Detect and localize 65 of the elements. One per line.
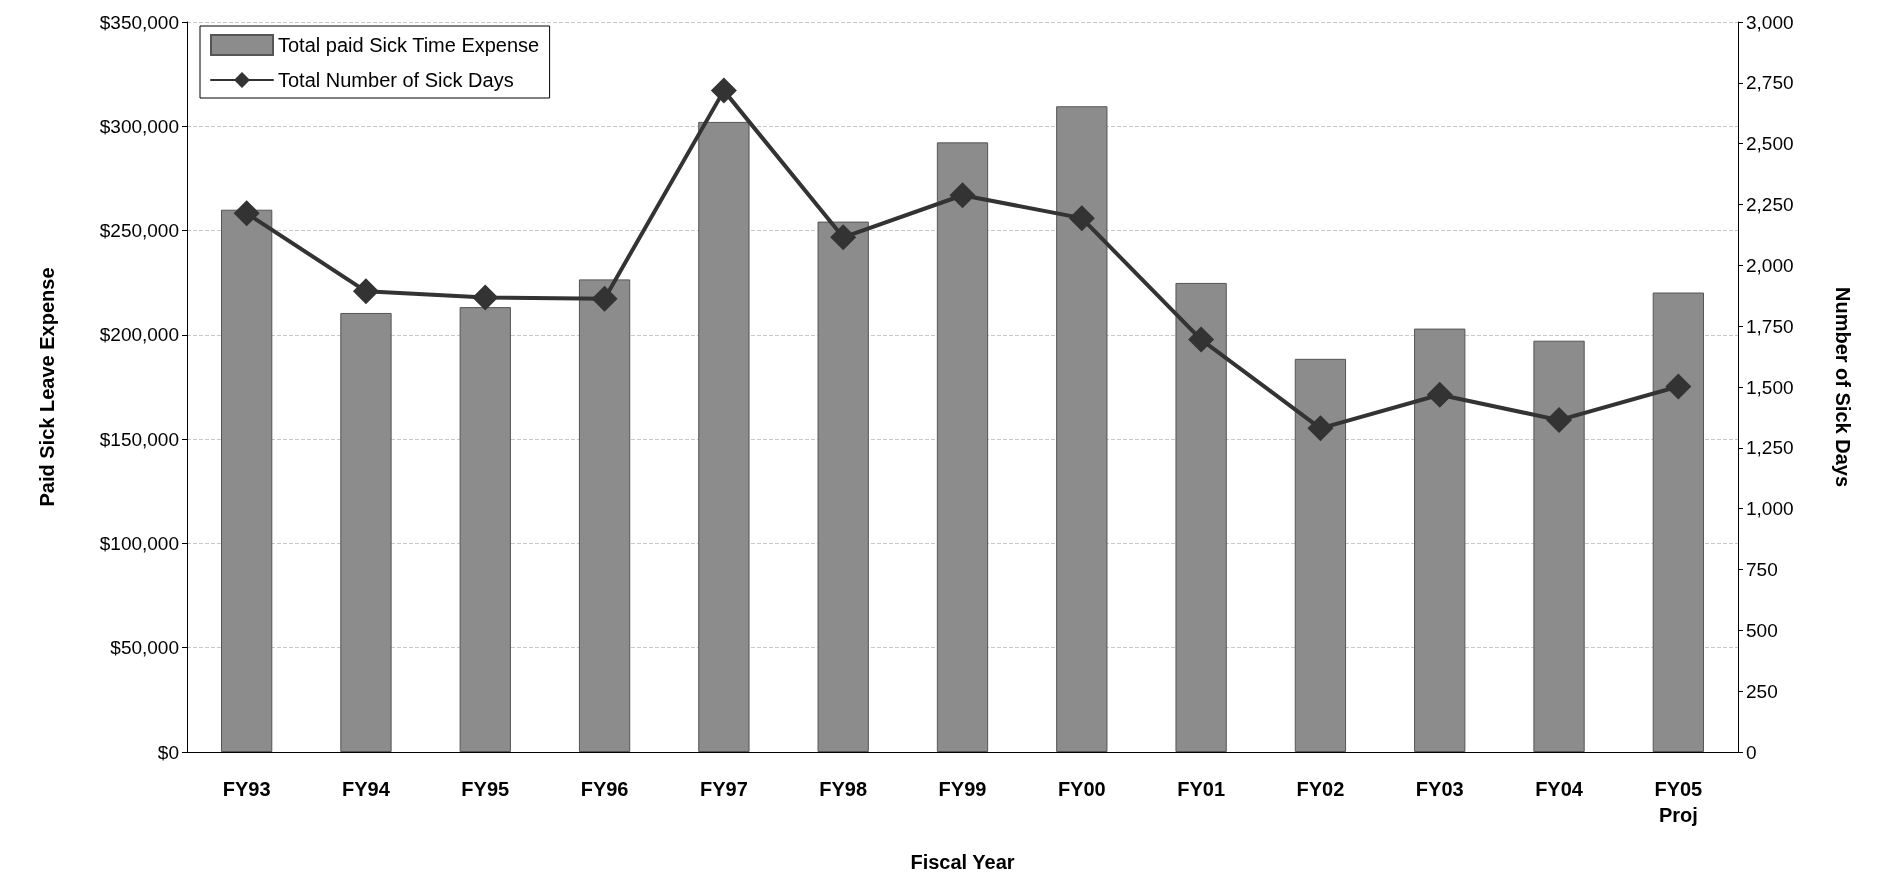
bar	[340, 312, 392, 752]
x-tick-label: FY94	[342, 778, 391, 800]
point	[949, 182, 976, 209]
point	[1307, 415, 1334, 442]
point	[830, 224, 857, 251]
point	[472, 284, 499, 311]
x-tick-label: FY96	[580, 778, 629, 800]
y-tick-label: $350,000	[99, 11, 179, 33]
point	[233, 200, 260, 227]
x-tick-label: FY97	[699, 778, 748, 800]
point	[1068, 205, 1095, 232]
y2-tick-label: 1,000	[1746, 498, 1794, 520]
x-tick-label: FY04	[1535, 778, 1584, 800]
x-axis-title: Fiscal Year	[910, 851, 1015, 873]
y-tick-label: $0	[157, 741, 179, 763]
bar	[1652, 292, 1704, 752]
bar	[578, 279, 631, 752]
x-tick-label: FY03	[1415, 778, 1464, 800]
bar	[1294, 358, 1347, 752]
y2-tick-label: 1,250	[1746, 437, 1794, 459]
x-tick-label: FY98	[819, 778, 868, 800]
point	[591, 285, 618, 312]
point	[352, 278, 379, 305]
bar	[936, 142, 989, 752]
legend-label: Total paid Sick Time Expense	[278, 34, 540, 56]
bar	[1414, 328, 1466, 752]
y2-tick-label: 2,000	[1746, 254, 1794, 276]
x-tick-label: FY02	[1296, 778, 1345, 800]
y-tick-label: $250,000	[99, 220, 179, 242]
y2-tick-label: 2,750	[1746, 72, 1794, 94]
bar	[459, 307, 511, 752]
point	[1665, 373, 1692, 400]
y-tick-label: $150,000	[99, 428, 179, 450]
y2-axis-title: Number of Sick Days	[1832, 286, 1854, 488]
bar	[1056, 106, 1108, 752]
y-tick-label: $50,000	[110, 637, 179, 659]
x-tick-label: FY95	[461, 778, 510, 800]
x-tick-label: FY01	[1177, 778, 1226, 800]
y-tick-label: $100,000	[99, 532, 179, 554]
x-tick-label: FY93	[222, 778, 271, 800]
point	[1188, 326, 1215, 353]
x-tick-label: FY05 Proj	[1654, 778, 1703, 826]
legend-label: Total Number of Sick Days	[278, 69, 514, 91]
x-tick-label: FY00	[1057, 778, 1106, 800]
bar	[1533, 340, 1585, 752]
y2-tick-label: 0	[1746, 741, 1757, 763]
point	[1546, 407, 1573, 434]
y-tick-label: $200,000	[99, 324, 179, 346]
bar	[698, 121, 750, 752]
bar	[817, 221, 869, 752]
y2-tick-label: 250	[1746, 680, 1778, 702]
point	[710, 77, 737, 104]
y2-tick-label: 2,250	[1746, 194, 1794, 215]
bar	[1175, 282, 1227, 752]
y2-tick-label: 2,500	[1746, 133, 1794, 155]
x-tick-label: FY99	[938, 778, 987, 800]
y2-tick-label: 1,750	[1746, 315, 1794, 337]
y-axis-title: Paid Sick Leave Expense	[36, 267, 58, 507]
point	[1426, 381, 1453, 408]
y2-tick-label: 750	[1746, 559, 1778, 580]
y-tick-label: $300,000	[99, 115, 179, 137]
y2-tick-label: 1,500	[1746, 376, 1794, 398]
y2-tick-label: 3,000	[1746, 11, 1794, 33]
bar	[221, 209, 273, 752]
y2-tick-label: 500	[1746, 619, 1778, 641]
